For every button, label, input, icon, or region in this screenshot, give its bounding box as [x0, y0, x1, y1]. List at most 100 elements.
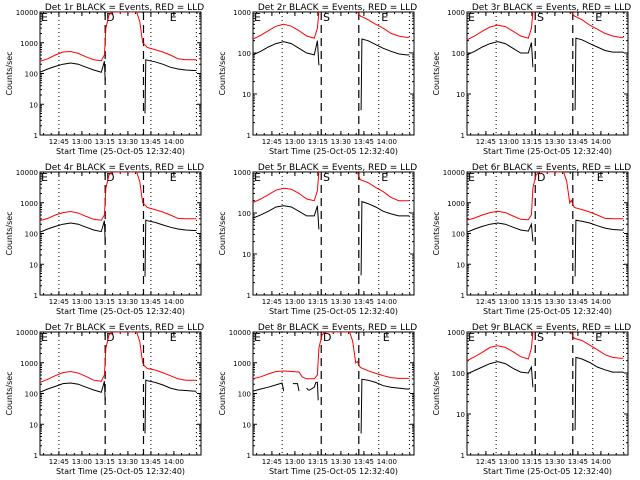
event-marker-label: D — [537, 171, 545, 184]
plot-frame — [466, 331, 629, 456]
y-tick-label: 1000 — [233, 169, 251, 177]
y-axis-label: Counts/sec — [432, 51, 441, 95]
series-events-line — [253, 200, 410, 276]
x-tick-label: 13:30 — [331, 138, 351, 146]
y-tick-label: 1 — [461, 292, 465, 300]
y-tick-label: 1000 — [447, 200, 465, 208]
x-tick-label: 13:00 — [499, 298, 519, 306]
x-tick-label: 12:45 — [262, 138, 282, 146]
y-tick-label: 10 — [456, 91, 465, 99]
event-marker-label: E — [468, 171, 475, 184]
x-axis-label: Start Time (25-Oct-05 12:32:40) — [483, 147, 612, 156]
series-events-line — [467, 219, 624, 277]
panel-1: Det 1r BLACK = Events, RED = LLD 1 10 100 10… — [5, 3, 204, 156]
x-tick-label: 14:00 — [164, 458, 184, 466]
x-axis-label: Start Time (25-Oct-05 12:32:40) — [56, 467, 185, 476]
panel-title: Det 8r BLACK = Events, RED = LLD — [258, 323, 417, 333]
y-tick-label: 10000 — [16, 329, 38, 337]
series-group — [253, 332, 410, 434]
y-tick-label: 10 — [242, 91, 251, 99]
event-marker-label: E — [381, 171, 388, 184]
x-tick-label: 13:30 — [545, 298, 565, 306]
x-tick-label: 13:30 — [545, 458, 565, 466]
y-tick-label: 1000 — [447, 329, 465, 337]
x-tick-label: 12:45 — [49, 298, 69, 306]
y-tick-label: 10 — [29, 261, 38, 269]
x-tick-label: 14:00 — [377, 458, 397, 466]
event-marker-label: E — [468, 11, 475, 24]
x-tick-label: 13:15 — [308, 138, 328, 146]
x-tick-label: 13:15 — [522, 458, 542, 466]
y-axis-label: Counts/sec — [432, 371, 441, 415]
x-tick-label: 13:45 — [568, 138, 588, 146]
panel-title: Det 3r BLACK = Events, RED = LLD — [472, 3, 631, 13]
x-tick-label: 14:00 — [591, 298, 611, 306]
y-tick-label: 10000 — [16, 169, 38, 177]
series-group — [467, 172, 624, 277]
plot-frame — [252, 331, 415, 456]
x-tick-label: 13:45 — [141, 138, 161, 146]
y-tick-label: 100 — [452, 50, 465, 58]
plot-frame — [466, 11, 629, 136]
y-tick-label: 1 — [461, 132, 465, 140]
x-axis-label: Start Time (25-Oct-05 12:32:40) — [483, 307, 612, 316]
series-lld-line — [253, 172, 410, 203]
plot-frame — [39, 331, 202, 456]
y-tick-label: 100 — [452, 231, 465, 239]
panel-title: Det 1r BLACK = Events, RED = LLD — [45, 3, 204, 13]
y-tick-label: 1 — [247, 292, 251, 300]
series-lld-line — [467, 332, 624, 362]
y-tick-label: 1 — [247, 132, 251, 140]
x-tick-label: 14:00 — [164, 138, 184, 146]
x-tick-label: 13:00 — [72, 138, 92, 146]
event-marker-label: D — [323, 331, 331, 344]
x-tick-label: 14:00 — [591, 138, 611, 146]
x-axis-label: Start Time (25-Oct-05 12:32:40) — [56, 147, 185, 156]
y-tick-label: 1000 — [233, 360, 251, 368]
x-tick-label: 13:45 — [141, 458, 161, 466]
x-tick-label: 13:00 — [285, 458, 305, 466]
x-tick-label: 13:30 — [331, 298, 351, 306]
x-tick-label: 13:30 — [545, 138, 565, 146]
x-axis-label: Start Time (25-Oct-05 12:32:40) — [269, 467, 398, 476]
x-tick-label: 13:30 — [118, 458, 138, 466]
y-tick-label: 10000 — [229, 329, 251, 337]
plot-frame — [39, 171, 202, 296]
x-tick-label: 13:45 — [354, 298, 374, 306]
x-tick-label: 13:00 — [285, 138, 305, 146]
x-tick-label: 12:45 — [262, 458, 282, 466]
x-tick-label: 14:00 — [377, 298, 397, 306]
event-marker-label: E — [381, 11, 388, 24]
y-tick-label: 1000 — [20, 200, 38, 208]
series-lld-line — [253, 12, 410, 40]
panel-title: Det 6r BLACK = Events, RED = LLD — [472, 163, 631, 173]
y-tick-label: 10 — [456, 261, 465, 269]
x-tick-label: 13:15 — [95, 138, 115, 146]
series-lld-line — [253, 332, 410, 380]
x-tick-label: 12:45 — [476, 458, 496, 466]
x-tick-label: 13:15 — [95, 458, 115, 466]
event-marker-label: E — [595, 331, 602, 344]
series-group — [253, 12, 410, 111]
event-marker-label: E — [468, 331, 475, 344]
x-tick-label: 12:45 — [476, 298, 496, 306]
panel-5: Det 5r BLACK = Events, RED = LLD 1 10 100 10… — [218, 163, 417, 316]
event-marker-label: E — [597, 171, 604, 184]
x-tick-label: 14:00 — [164, 298, 184, 306]
x-axis-label: Start Time (25-Oct-05 12:32:40) — [483, 467, 612, 476]
y-axis-label: Counts/sec — [218, 51, 227, 95]
panel-title: Det 7r BLACK = Events, RED = LLD — [45, 323, 204, 333]
y-tick-label: 1 — [34, 292, 38, 300]
event-marker-label: E — [41, 171, 48, 184]
event-marker-label: E — [254, 331, 261, 344]
panel-9: Det 9r BLACK = Events, RED = LLD 1 10 100 10… — [432, 323, 631, 476]
panel-2: Det 2r BLACK = Events, RED = LLD 1 10 100 10… — [218, 3, 417, 156]
x-axis-label: Start Time (25-Oct-05 12:32:40) — [269, 307, 398, 316]
event-marker-label: E — [595, 11, 602, 24]
y-tick-label: 100 — [238, 391, 251, 399]
x-tick-label: 12:45 — [49, 458, 69, 466]
x-tick-label: 13:15 — [95, 298, 115, 306]
y-tick-label: 1000 — [233, 9, 251, 17]
y-axis-label: Counts/sec — [5, 371, 14, 415]
